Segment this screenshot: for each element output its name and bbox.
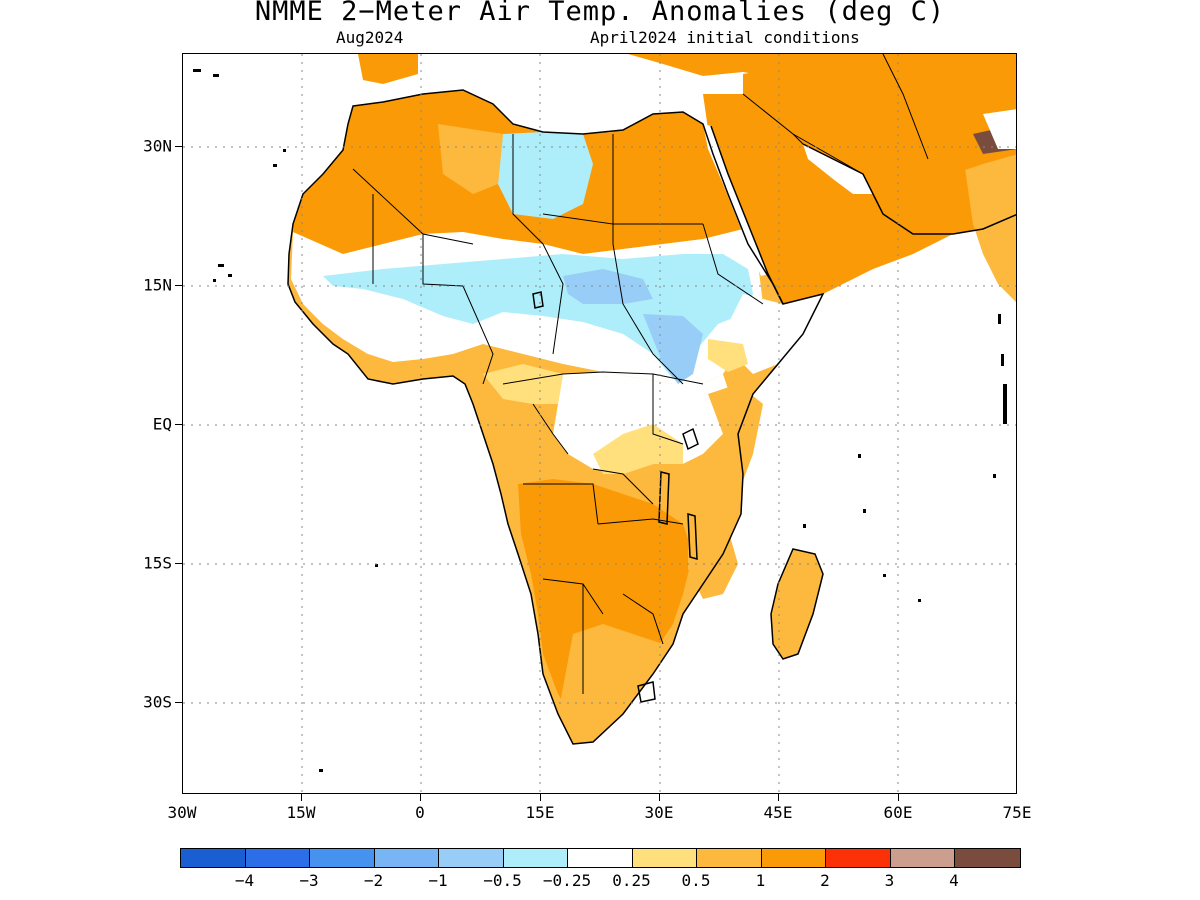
- mediterranean-north: [628, 54, 883, 79]
- colorbar-label: −0.25: [542, 871, 592, 890]
- horn-of-africa-region: [728, 294, 823, 374]
- lat-tick: [175, 702, 182, 703]
- colorbar-swatch: [761, 849, 826, 867]
- lon-tick: [778, 794, 779, 801]
- lakes: [532, 291, 699, 703]
- colorbar-swatch: [632, 849, 697, 867]
- lat-label-eq: EQ: [152, 414, 172, 434]
- lon-tick: [659, 794, 660, 801]
- lat-tick: [175, 424, 182, 425]
- colorbar-label: 4: [949, 871, 959, 890]
- lon-tick: [540, 794, 541, 801]
- red-sea: [703, 124, 768, 276]
- initial-conditions: April2024 initial conditions: [590, 28, 860, 47]
- colorbar-label: −1: [428, 871, 448, 890]
- europe-landmass: [358, 54, 418, 84]
- sudan-cool-patch: [643, 314, 703, 384]
- lon-tick: [301, 794, 302, 801]
- sahara-light-orange: [438, 124, 503, 194]
- arabia-white-patch: [983, 109, 1016, 149]
- west-sahel-cool-patch: [428, 279, 523, 312]
- south-africa-light: [558, 624, 663, 744]
- colorbar-swatch: [439, 849, 504, 867]
- lat-tick: [175, 563, 182, 564]
- colorbar-swatch: [826, 849, 891, 867]
- colorbar-swatch: [310, 849, 375, 867]
- lat-label-15s: 15S: [143, 553, 172, 573]
- madagascar-island: [770, 548, 824, 660]
- lon-label-0: 0: [415, 803, 425, 822]
- colorbar-swatch: [955, 849, 1020, 867]
- colorbar-label: −0.5: [483, 871, 522, 890]
- lon-label-75e: 75E: [1002, 803, 1032, 822]
- mediterranean-sea: [418, 69, 743, 134]
- colorbar-label: −3: [299, 871, 319, 890]
- map-plot-area: [182, 53, 1017, 794]
- colorbar-swatch: [890, 849, 955, 867]
- colorbar: [180, 848, 1021, 868]
- colorbar-label: 0.25: [612, 871, 651, 890]
- colorbar-label: −2: [363, 871, 384, 890]
- lat-tick: [175, 146, 182, 147]
- lon-tick: [420, 794, 421, 801]
- india-region: [963, 154, 1016, 302]
- lon-label-15w: 15W: [286, 803, 316, 822]
- west-coast-neutral: [303, 284, 393, 354]
- country-borders: [352, 54, 929, 694]
- colorbar-swatch: [245, 849, 310, 867]
- grid-lines: [183, 54, 1016, 793]
- colorbar-label: 1: [755, 871, 766, 890]
- colorbar-label: 2: [820, 871, 830, 890]
- colorbar-swatch: [697, 849, 762, 867]
- colorbar-swatch: [181, 849, 246, 867]
- ethiopia-warm-patch: [708, 339, 748, 372]
- forecast-month: Aug2024: [336, 28, 404, 47]
- colorbar-label: −4: [234, 871, 255, 890]
- lon-label-30w: 30W: [167, 803, 197, 822]
- lat-tick: [175, 285, 182, 286]
- colorbar-swatch: [568, 849, 633, 867]
- persian-gulf: [803, 144, 873, 194]
- colorbar-swatch: [503, 849, 568, 867]
- lon-label-45e: 45E: [763, 803, 793, 822]
- lat-label-30s: 30S: [143, 692, 172, 712]
- map-title: NMME 2−Meter Air Temp. Anomalies (deg C): [254, 0, 946, 27]
- colorbar-label: 0.5: [681, 871, 711, 890]
- lat-label-30n: 30N: [143, 136, 172, 156]
- lon-label-15e: 15E: [525, 803, 555, 822]
- zambia-warm-core: [603, 519, 678, 574]
- lon-label-30e: 30E: [644, 803, 674, 822]
- congo-warm-patch: [483, 364, 563, 404]
- colorbar-swatch: [374, 849, 439, 867]
- colorbar-label: 3: [884, 871, 895, 890]
- lat-label-15n: 15N: [143, 275, 172, 295]
- anomaly-map: [183, 54, 1016, 793]
- small-islands: [193, 69, 1007, 772]
- central-sahara-cool: [498, 132, 593, 219]
- coastlines: [287, 89, 1016, 745]
- lon-tick: [898, 794, 899, 801]
- lon-label-60e: 60E: [883, 803, 913, 822]
